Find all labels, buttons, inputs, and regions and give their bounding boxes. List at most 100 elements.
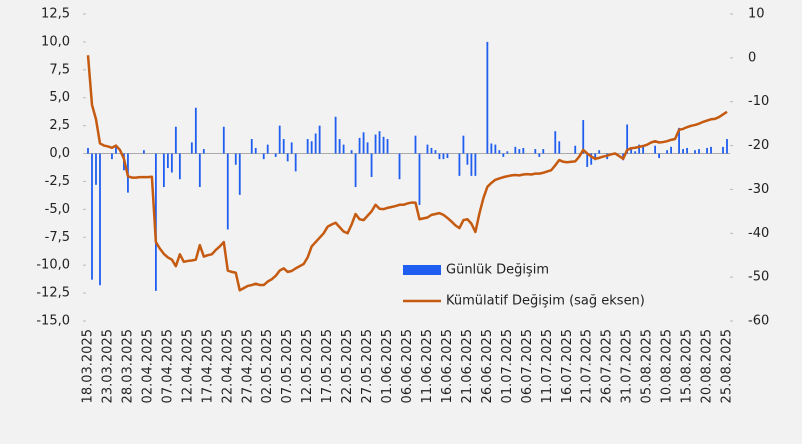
bar bbox=[582, 120, 584, 153]
bar bbox=[291, 142, 293, 153]
bar bbox=[722, 147, 724, 154]
bar bbox=[443, 154, 445, 160]
y-tick-label: 2,5 bbox=[49, 118, 70, 133]
x-tick-label: 15.08.2025 bbox=[680, 329, 695, 403]
bar bbox=[682, 149, 684, 153]
y-tick-label: 0,0 bbox=[49, 146, 70, 161]
bar bbox=[542, 149, 544, 153]
bar bbox=[598, 150, 600, 153]
y2-tick-label: -10 bbox=[748, 94, 769, 109]
bar bbox=[666, 150, 668, 153]
y2-tick-label: 10 bbox=[748, 7, 765, 22]
bar bbox=[502, 154, 504, 157]
bar bbox=[710, 147, 712, 154]
y-tick-label: 5,0 bbox=[49, 90, 70, 105]
bar bbox=[223, 127, 225, 154]
bar bbox=[494, 145, 496, 154]
bar bbox=[91, 154, 93, 280]
bar bbox=[275, 154, 277, 157]
bar bbox=[518, 149, 520, 153]
y-tick-label: 12,5 bbox=[41, 7, 70, 22]
bar bbox=[534, 149, 536, 153]
bar bbox=[486, 42, 488, 154]
bar bbox=[227, 154, 229, 230]
bar bbox=[95, 154, 97, 185]
bar bbox=[255, 148, 257, 154]
bar bbox=[307, 139, 309, 154]
y2-tick-label: 0 bbox=[748, 50, 756, 65]
bar bbox=[471, 154, 473, 176]
y-tick-label: -7,5 bbox=[45, 230, 70, 245]
bar bbox=[203, 149, 205, 153]
x-tick-label: 26.06.2025 bbox=[480, 329, 495, 403]
bar bbox=[514, 147, 516, 154]
bar bbox=[399, 154, 401, 180]
bar bbox=[335, 117, 337, 154]
bar bbox=[251, 139, 253, 154]
bar bbox=[363, 132, 365, 153]
x-tick-label: 01.07.2025 bbox=[500, 329, 515, 403]
y2-tick-label: -30 bbox=[748, 182, 769, 197]
x-tick-label: 18.03.2025 bbox=[81, 329, 96, 403]
y2-tick-label: -50 bbox=[748, 270, 769, 285]
y-tick-label: 7,5 bbox=[49, 62, 70, 77]
x-tick-label: 07.05.2025 bbox=[280, 329, 295, 403]
y-tick-label: -5,0 bbox=[45, 202, 70, 217]
x-tick-label: 27.04.2025 bbox=[240, 329, 255, 403]
y-tick-label: -12,5 bbox=[36, 286, 70, 301]
bar bbox=[179, 154, 181, 180]
x-tick-label: 20.08.2025 bbox=[700, 329, 715, 403]
y2-tick-label: -60 bbox=[748, 314, 769, 329]
x-tick-label: 05.08.2025 bbox=[640, 329, 655, 403]
x-tick-label: 06.07.2025 bbox=[520, 329, 535, 403]
bar bbox=[199, 154, 201, 187]
bar bbox=[99, 154, 101, 286]
x-tick-label: 22.05.2025 bbox=[340, 329, 355, 403]
bar bbox=[670, 147, 672, 154]
bar bbox=[191, 142, 193, 153]
bar bbox=[427, 145, 429, 154]
line bbox=[88, 55, 727, 290]
bar bbox=[355, 154, 357, 187]
y-tick-label: -10,0 bbox=[36, 258, 70, 273]
x-tick-label: 02.04.2025 bbox=[140, 329, 155, 403]
x-tick-label: 16.07.2025 bbox=[560, 329, 575, 403]
x-tick-label: 06.06.2025 bbox=[400, 329, 415, 403]
bar bbox=[371, 154, 373, 177]
bar bbox=[506, 151, 508, 153]
bar bbox=[463, 136, 465, 154]
bar bbox=[359, 138, 361, 154]
bar bbox=[574, 146, 576, 154]
x-tick-label: 11.07.2025 bbox=[540, 329, 555, 403]
x-tick-label: 07.04.2025 bbox=[160, 329, 175, 403]
bar bbox=[698, 149, 700, 153]
bar bbox=[279, 126, 281, 154]
bar bbox=[706, 148, 708, 154]
bar bbox=[295, 154, 297, 172]
bar bbox=[351, 150, 353, 153]
x-tick-label: 22.04.2025 bbox=[220, 329, 235, 403]
bar bbox=[538, 154, 540, 157]
bar bbox=[554, 131, 556, 153]
x-tick-label: 23.03.2025 bbox=[100, 329, 115, 403]
bar bbox=[235, 154, 237, 165]
bar bbox=[447, 154, 449, 158]
bar bbox=[143, 150, 145, 153]
bar bbox=[522, 148, 524, 154]
bar bbox=[459, 154, 461, 176]
bar bbox=[195, 108, 197, 154]
bar bbox=[726, 139, 728, 154]
x-tick-label: 10.08.2025 bbox=[660, 329, 675, 403]
y-tick-label: -2,5 bbox=[45, 174, 70, 189]
bar bbox=[343, 145, 345, 154]
bar bbox=[654, 146, 656, 154]
x-tick-label: 12.04.2025 bbox=[180, 329, 195, 403]
y-tick-label: -15,0 bbox=[36, 314, 70, 329]
x-tick-label: 02.05.2025 bbox=[260, 329, 275, 403]
bar bbox=[435, 150, 437, 153]
bar bbox=[694, 150, 696, 153]
y2-tick-label: -20 bbox=[748, 138, 769, 153]
bar bbox=[367, 142, 369, 153]
bar bbox=[431, 148, 433, 154]
bar bbox=[474, 154, 476, 176]
